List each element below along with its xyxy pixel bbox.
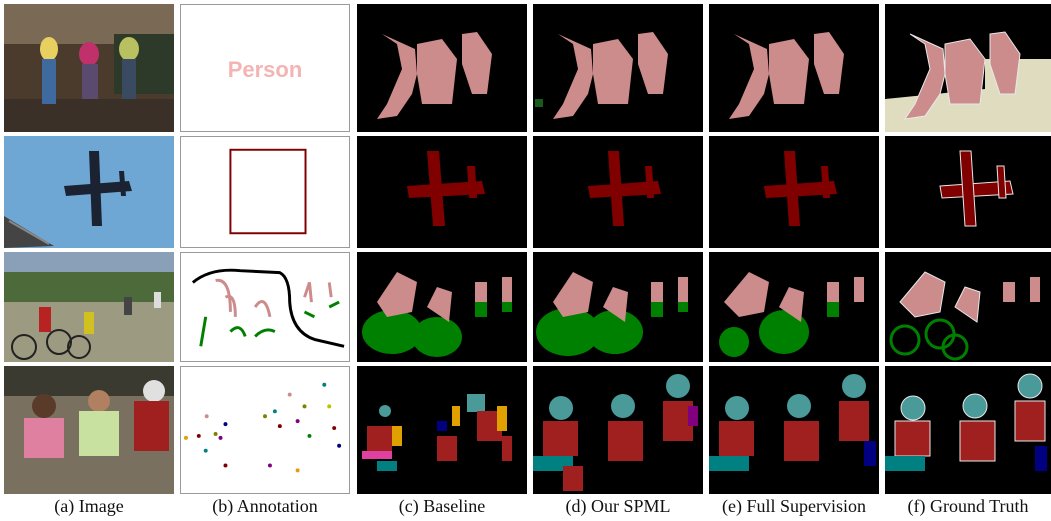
full-supervision-mask-row4: [709, 366, 879, 494]
spml-mask-row1: [533, 4, 703, 132]
spml-mask-row3: [533, 252, 703, 362]
ground-truth-mask-row3: [885, 252, 1051, 362]
baseline-mask-row1: [357, 4, 527, 132]
baseline-mask-row3: [357, 252, 527, 362]
ground-truth-mask-row2: [885, 136, 1051, 248]
photo-cyclists: [4, 252, 174, 362]
caption-baseline: (c) Baseline: [398, 496, 486, 516]
ground-truth-mask-row1: [885, 4, 1051, 132]
photo-seated-people: [4, 366, 174, 494]
annotation-tag-label: Person: [227, 57, 303, 82]
photo-airplane: [4, 136, 174, 248]
caption-annotation: (b) Annotation: [212, 496, 318, 516]
full-supervision-mask-row3: [709, 252, 879, 362]
annotation-scribbles: [180, 252, 350, 362]
baseline-mask-row4: [357, 366, 527, 494]
baseline-mask-row2: [357, 136, 527, 248]
photo-jumping-people: [4, 4, 174, 132]
annotation-bounding-box: [180, 136, 350, 248]
annotation-points: [180, 366, 350, 494]
spml-mask-row2: [533, 136, 703, 248]
full-supervision-mask-row1: [709, 4, 879, 132]
annotation-image-tag: Person: [180, 4, 350, 132]
caption-full-supervision: (e) Full Supervision: [722, 496, 866, 516]
spml-mask-row4: [533, 366, 703, 494]
ground-truth-mask-row4: [885, 366, 1051, 494]
caption-image: (a) Image: [54, 496, 124, 516]
full-supervision-mask-row2: [709, 136, 879, 248]
caption-ground-truth: (f) Ground Truth: [907, 496, 1029, 516]
caption-our-spml: (d) Our SPML: [565, 496, 671, 516]
